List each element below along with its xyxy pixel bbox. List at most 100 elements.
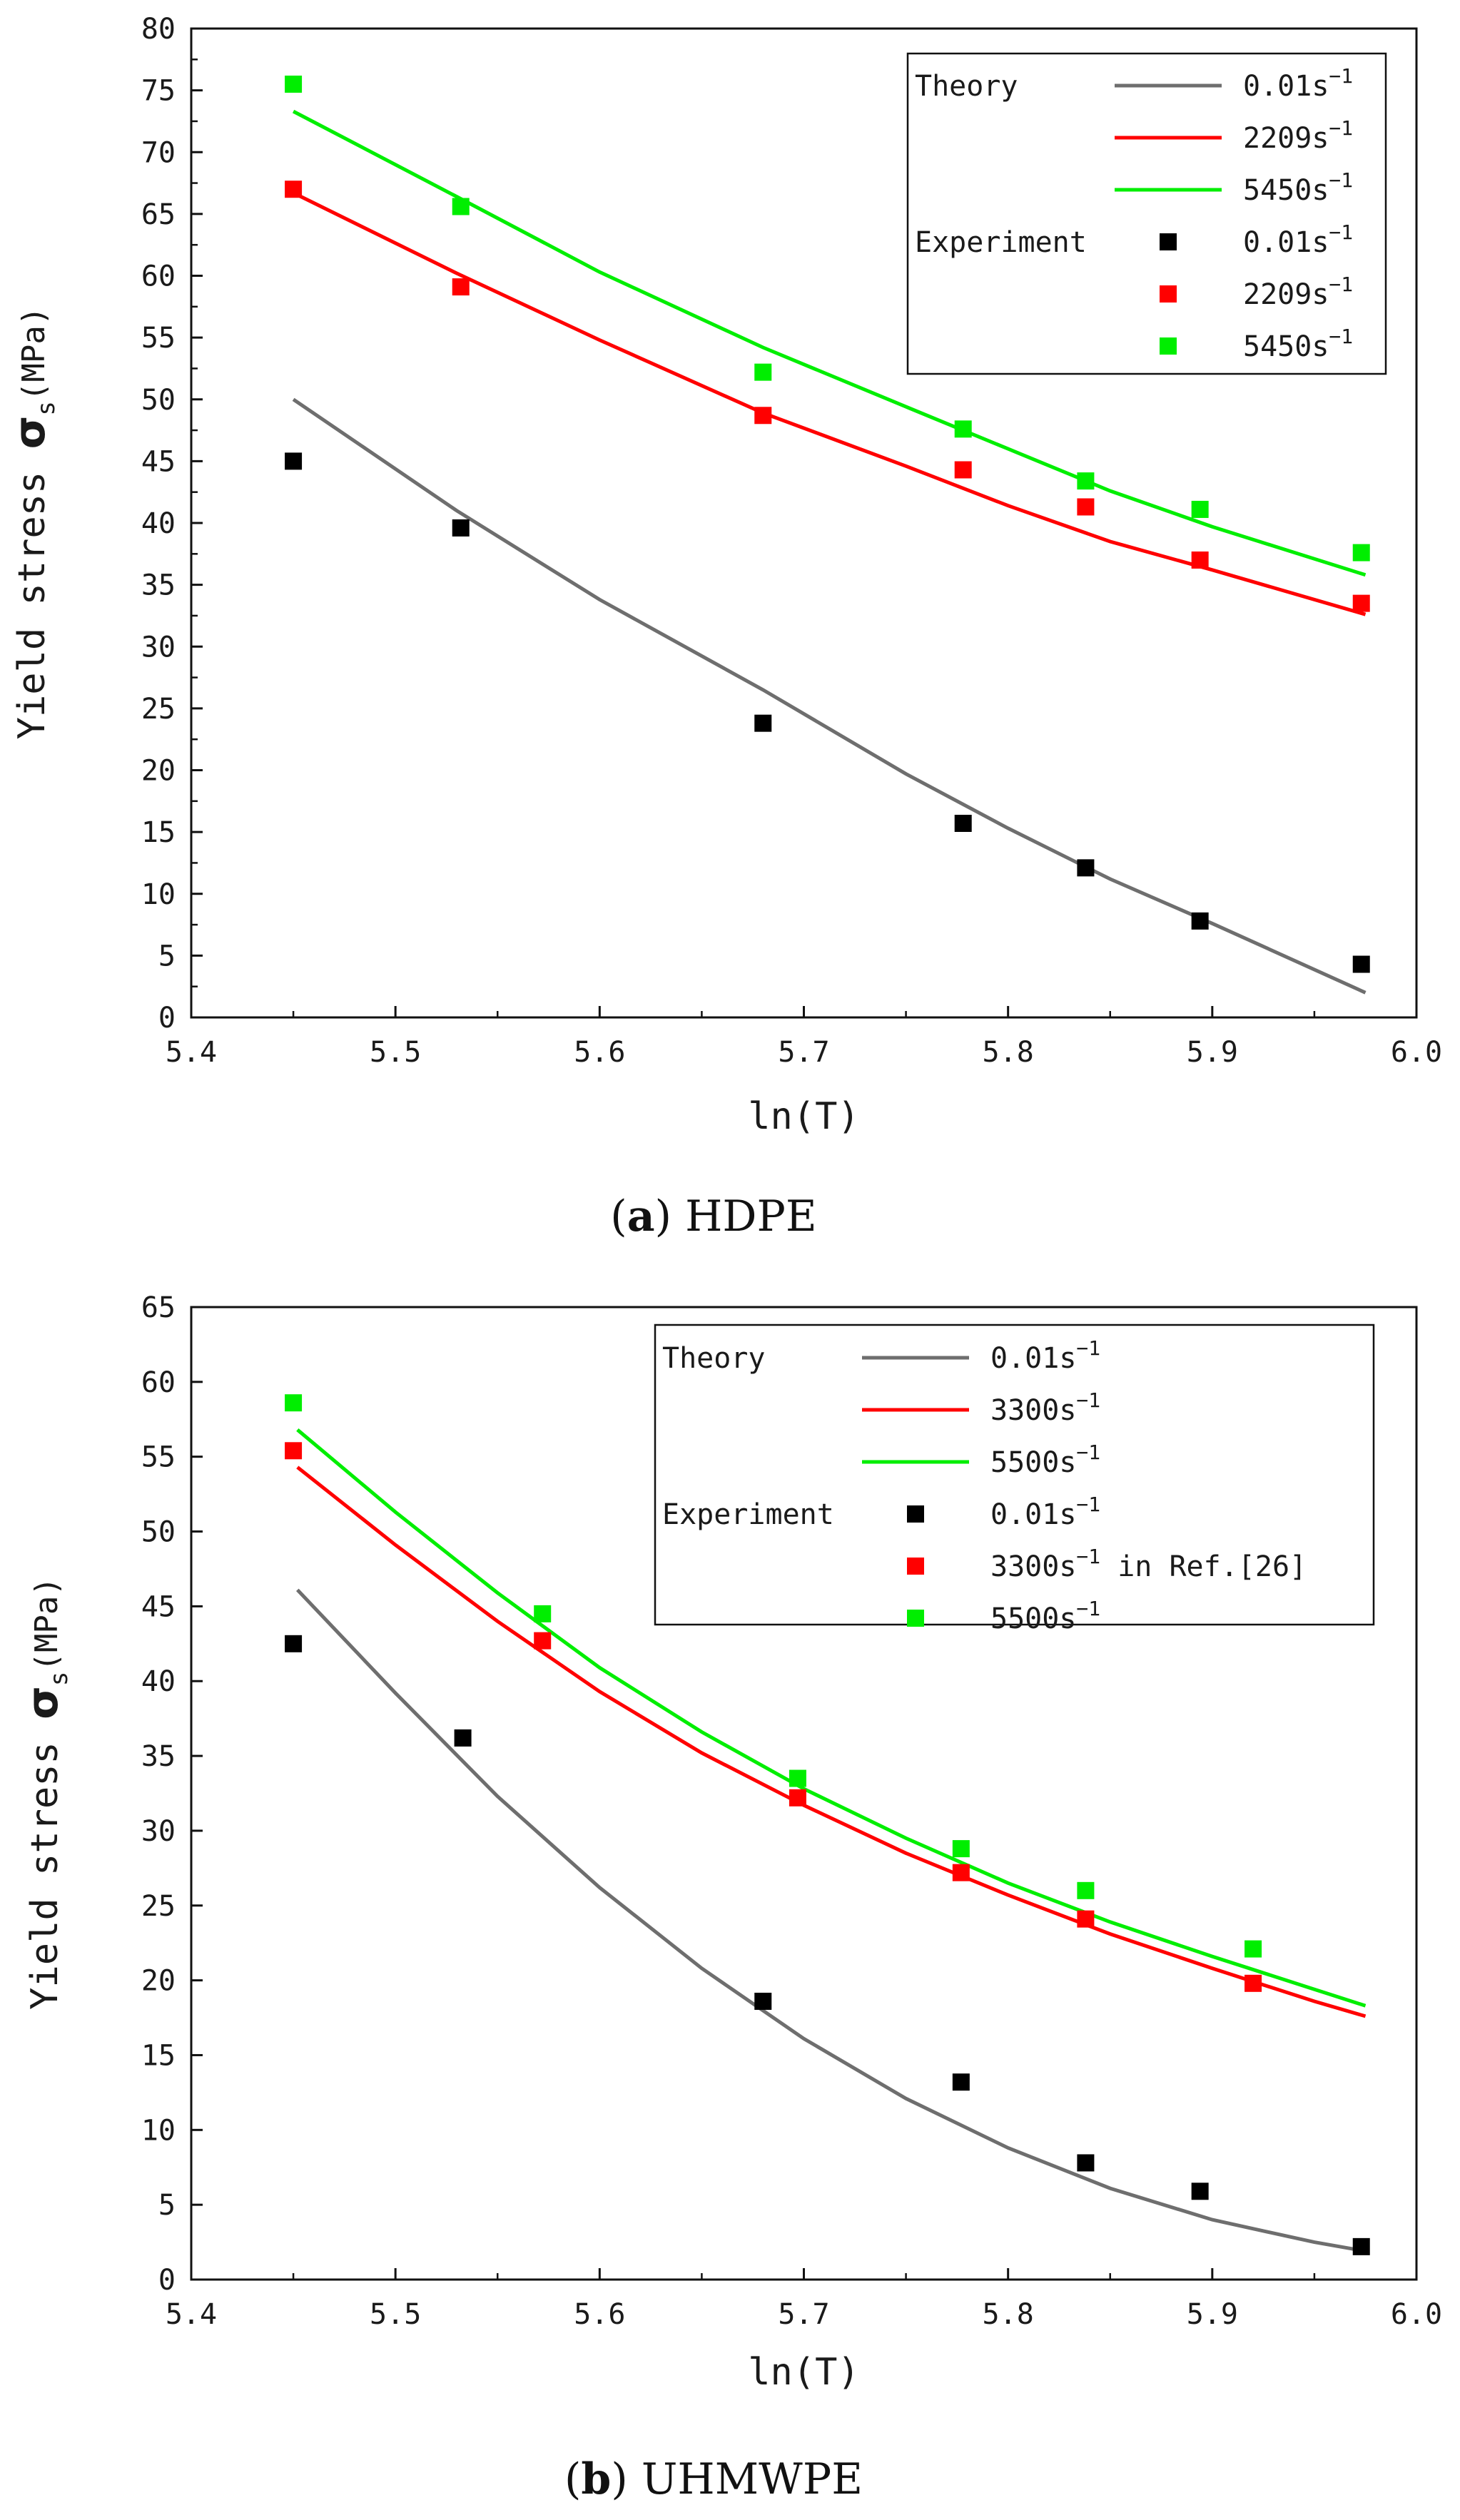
legend-rate: 3300s bbox=[990, 1394, 1076, 1427]
legend-exponent: −1 bbox=[1329, 220, 1353, 244]
y-axis-unit: (MPa) bbox=[29, 1577, 65, 1671]
y-axis-title: Yield stress σs(MPa) bbox=[5, 307, 61, 740]
experiment-point-0.01s-1 bbox=[1077, 859, 1095, 877]
caption-open: ( bbox=[610, 1192, 627, 1241]
y-tick-label: 55 bbox=[141, 1441, 176, 1474]
legend-rate: 0.01s bbox=[1243, 70, 1329, 103]
legend-theory-entry: 5450s−1 bbox=[1243, 168, 1353, 207]
panel-caption: (b) UHMWPE bbox=[564, 2454, 863, 2504]
y-tick-label: 0 bbox=[158, 2264, 176, 2297]
y-tick-label: 20 bbox=[141, 755, 176, 788]
legend-exponent: −1 bbox=[1076, 1597, 1100, 1620]
experiment-point-5450s-1 bbox=[285, 75, 303, 93]
y-tick-label: 55 bbox=[141, 322, 176, 355]
x-tick-label: 5.7 bbox=[778, 2298, 829, 2331]
legend-experiment-swatch bbox=[1160, 233, 1177, 250]
legend-experiment-entry: 5500s−1 bbox=[990, 1597, 1100, 1635]
legend-box bbox=[654, 1323, 1375, 1626]
experiment-point-0.01s-1 bbox=[1077, 2154, 1095, 2172]
sigma-symbol: σ bbox=[18, 1686, 68, 1719]
y-tick-label: 40 bbox=[141, 1665, 176, 1698]
experiment-point-2209s-1 bbox=[754, 407, 772, 425]
legend-experiment-entry: 5450s−1 bbox=[1243, 325, 1353, 363]
y-tick-label: 65 bbox=[141, 1291, 176, 1324]
experiment-point-3300s-1 bbox=[1244, 1974, 1262, 1992]
y-tick-label: 60 bbox=[141, 1366, 176, 1399]
experiment-point-0.01s-1 bbox=[454, 1729, 472, 1747]
legend-theory-entry: 5500s−1 bbox=[990, 1441, 1100, 1479]
experiment-point-0.01s-1 bbox=[952, 2073, 970, 2091]
legend-exponent: −1 bbox=[1076, 1388, 1100, 1412]
experiment-point-5450s-1 bbox=[1077, 472, 1095, 490]
legend-suffix: in Ref.[26] bbox=[1100, 1550, 1307, 1583]
y-tick-label: 15 bbox=[141, 2039, 176, 2072]
experiment-point-3300s-1 bbox=[952, 1864, 970, 1881]
legend-theory-label: Theory bbox=[662, 1342, 766, 1375]
y-tick-label: 5 bbox=[158, 940, 176, 972]
y-tick-label: 75 bbox=[141, 75, 176, 108]
legend-experiment-swatch bbox=[907, 1610, 924, 1627]
y-tick-label: 50 bbox=[141, 1516, 176, 1549]
legend-rate: 0.01s bbox=[1243, 226, 1329, 259]
chart-panel-b-uhmwpe: 5.4 5.5 5.6 5.7 5.8 5.9 6.0 0 5 10 15 20 25 30 35 40 45 5… bbox=[18, 1291, 1442, 2504]
x-tick-label: 5.8 bbox=[983, 1036, 1034, 1069]
experiment-point-0.01s-1 bbox=[754, 714, 772, 732]
caption-letter: b bbox=[581, 2454, 611, 2504]
legend-theory-entry: 0.01s−1 bbox=[1243, 64, 1353, 103]
experiment-point-3300s-1 bbox=[1077, 1910, 1095, 1928]
x-tick-label: 5.9 bbox=[1187, 1036, 1238, 1069]
experiment-point-2209s-1 bbox=[285, 181, 303, 198]
legend-rate: 2209s bbox=[1243, 122, 1329, 155]
legend-exponent: −1 bbox=[1329, 64, 1353, 88]
theory-line-3300s-1 bbox=[296, 1465, 1367, 2018]
experiment-point-5500s-1 bbox=[1077, 1881, 1095, 1899]
sigma-subscript: s bbox=[32, 401, 61, 415]
legend-experiment-swatch bbox=[907, 1558, 924, 1575]
y-tick-label: 10 bbox=[141, 878, 176, 911]
legend-theory-entry: 2209s−1 bbox=[1243, 116, 1353, 155]
x-tick-label: 5.7 bbox=[778, 1036, 829, 1069]
experiment-point-5500s-1 bbox=[952, 1840, 970, 1858]
y-tick-label: 80 bbox=[141, 13, 176, 46]
legend-rate: 5500s bbox=[990, 1446, 1076, 1479]
caption-close: ) bbox=[611, 2454, 627, 2504]
caption-letter: a bbox=[627, 1192, 655, 1241]
experiment-point-5450s-1 bbox=[954, 420, 972, 438]
y-tick-label: 25 bbox=[141, 1890, 176, 1923]
experiment-point-2209s-1 bbox=[1077, 498, 1095, 516]
sigma-symbol: σ bbox=[5, 416, 55, 449]
sigma-subscript: s bbox=[45, 1672, 73, 1686]
experiment-point-0.01s-1 bbox=[1352, 955, 1370, 973]
experiment-point-5450s-1 bbox=[452, 198, 470, 215]
y-tick-label: 30 bbox=[141, 1815, 176, 1848]
y-tick-label: 10 bbox=[141, 2114, 176, 2147]
legend-experiment-entry: 2209s−1 bbox=[1243, 273, 1353, 311]
y-tick-label: 20 bbox=[141, 1965, 176, 1998]
theory-line-0.01s-1 bbox=[292, 397, 1367, 995]
x-tick-label: 5.5 bbox=[370, 2298, 421, 2331]
legend-rate: 2209s bbox=[1243, 278, 1329, 311]
theory-line-5500s-1 bbox=[296, 1428, 1367, 2008]
legend-experiment-entry: 3300s−1 in Ref.[26] bbox=[990, 1545, 1307, 1583]
y-axis-title-prefix: Yield stress bbox=[11, 449, 54, 739]
legend-exponent: −1 bbox=[1076, 1441, 1100, 1464]
x-tick-label: 5.9 bbox=[1187, 2298, 1238, 2331]
experiment-point-5450s-1 bbox=[1191, 500, 1209, 518]
legend-experiment-swatch bbox=[907, 1505, 924, 1523]
y-tick-label: 15 bbox=[141, 816, 176, 849]
y-tick-label: 35 bbox=[141, 569, 176, 602]
legend-exponent: −1 bbox=[1076, 1545, 1100, 1568]
x-tick-label: 5.5 bbox=[370, 1036, 421, 1069]
theory-line-2209s-1 bbox=[292, 191, 1367, 616]
legend-theory-label: Theory bbox=[915, 70, 1018, 103]
theory-line-0.01s-1 bbox=[295, 1588, 1366, 2253]
legend-exponent: −1 bbox=[1329, 168, 1353, 192]
experiment-point-0.01s-1 bbox=[754, 1992, 772, 2010]
legend-experiment-label: Experiment bbox=[915, 226, 1087, 259]
experiment-point-2209s-1 bbox=[1352, 594, 1370, 612]
legend-experiment-label: Experiment bbox=[662, 1498, 834, 1531]
legend-exponent: −1 bbox=[1329, 116, 1353, 140]
y-tick-label: 25 bbox=[141, 693, 176, 726]
legend-exponent: −1 bbox=[1076, 1493, 1100, 1516]
legend-experiment-entry: 0.01s−1 bbox=[990, 1493, 1100, 1531]
